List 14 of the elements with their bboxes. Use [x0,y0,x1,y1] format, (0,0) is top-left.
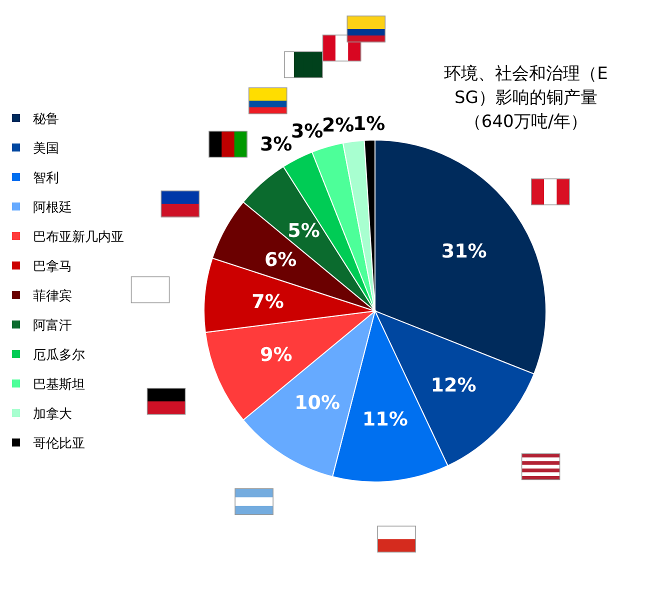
legend-label: 美国 [33,140,59,156]
legend-label: 哥伦比亚 [33,436,85,452]
legend-label: 阿根廷 [33,200,72,216]
legend-label: 秘鲁 [33,112,59,127]
legend-label: 阿富汗 [33,318,72,334]
legend-label: 巴基斯坦 [33,378,85,392]
legend-label: 巴布亚新几内亚 [33,230,124,245]
title: 环境、社会和治理（ESG）影响的铜产量 [444,64,608,108]
legend-label: 巴拿马 [33,260,72,274]
legend-label: 厄瓜多尔 [33,348,85,363]
legend-label: 菲律宾 [33,288,72,304]
legend-label: 智利 [33,171,59,186]
subtitle: （640万吨/年） [464,112,588,132]
legend-label: 加拿大 [33,407,72,422]
